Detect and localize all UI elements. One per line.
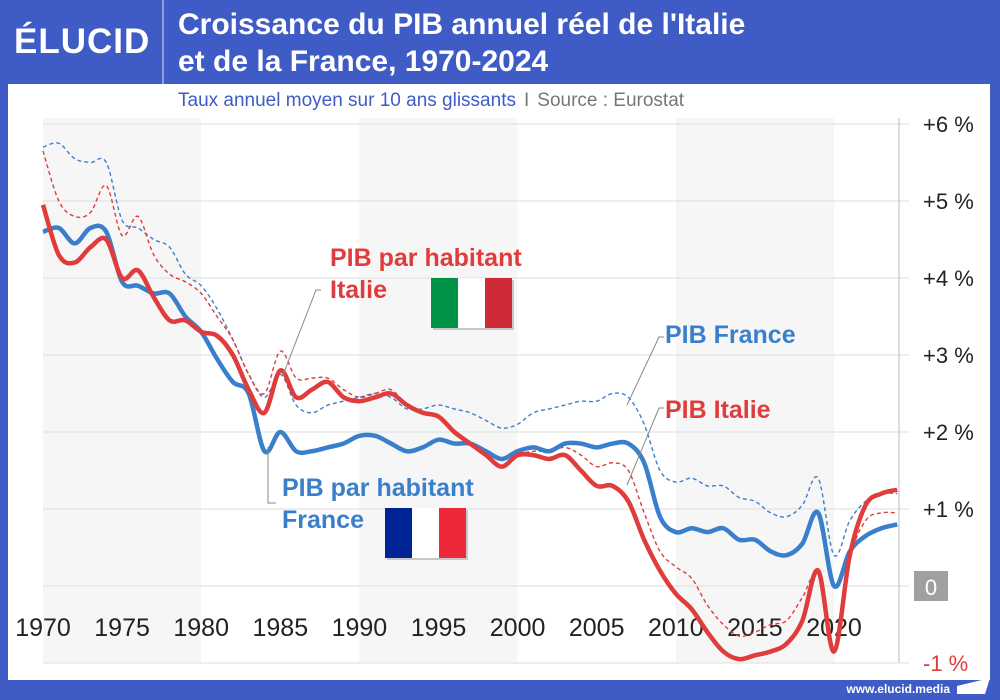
x-tick-label: 2000	[490, 614, 546, 642]
x-tick-label: 2005	[569, 614, 625, 642]
y-tick-label: +4 %	[923, 266, 974, 291]
chart-title: Croissance du PIB annuel réel de l'Itali…	[178, 6, 745, 80]
series-line-pib-italie	[42, 150, 898, 653]
x-tick-label: 1990	[332, 614, 388, 642]
title-line-2: et de la France, 1970-2024	[178, 45, 549, 78]
zero-badge	[914, 571, 948, 601]
y-tick-label: -1 %	[923, 651, 968, 676]
subtitle-separator: I	[523, 90, 530, 111]
annotation-pc-france: PIB par habitant	[282, 474, 474, 502]
flag-stripe	[431, 278, 458, 328]
y-tick-label: +6 %	[923, 112, 974, 137]
header: ÉLUCID Croissance du PIB annuel réel de …	[0, 0, 1000, 84]
x-tick-label: 1970	[15, 614, 71, 642]
y-tick-label: +5 %	[923, 189, 974, 214]
annotation-leader-line	[267, 447, 276, 504]
shaded-decade	[43, 118, 202, 663]
x-tick-label: 1995	[411, 614, 467, 642]
subtitle-text: Taux annuel moyen sur 10 ans glissants	[178, 90, 516, 111]
annotation-pc-france: France	[282, 506, 364, 534]
flag-stripe	[485, 278, 512, 328]
annotation-leader-line	[626, 336, 664, 406]
france-flag	[385, 508, 468, 560]
annotation-pc-italie: PIB par habitant	[330, 244, 522, 272]
x-tick-label: 2020	[806, 614, 862, 642]
x-tick-label: 2015	[727, 614, 783, 642]
x-tick-label: 2010	[648, 614, 704, 642]
annotation-leader-line	[282, 289, 321, 376]
flag-stripe	[439, 508, 466, 558]
elucid-logo: ÉLUCID	[14, 22, 151, 61]
flag-stripe	[458, 278, 485, 328]
x-tick-label: 1975	[94, 614, 150, 642]
annotation-pc-italie: Italie	[330, 276, 387, 304]
y-tick-label: +2 %	[923, 420, 974, 445]
x-tick-label: 1985	[252, 614, 308, 642]
title-line-1: Croissance du PIB annuel réel de l'Itali…	[178, 8, 746, 41]
chart-subtitle: Taux annuel moyen sur 10 ans glissants I S…	[178, 90, 684, 112]
flag-stripe	[412, 508, 439, 558]
annotation-pib-france: PIB France	[665, 321, 796, 349]
shaded-decade	[359, 118, 518, 663]
y-tick-label: +1 %	[923, 497, 974, 522]
source-text: Source : Eurostat	[537, 90, 685, 111]
series-line-pib-par-habitant-italie	[40, 204, 898, 662]
footer-url[interactable]: www.elucid.media	[846, 682, 950, 696]
header-divider	[162, 0, 164, 84]
x-tick-label: 1980	[173, 614, 229, 642]
annotation-leader-line	[626, 407, 664, 486]
italy-flag	[431, 278, 514, 330]
annotation-pib-italie: PIB Italie	[665, 396, 771, 424]
y-tick-label: 0	[925, 575, 937, 600]
shaded-decade	[675, 118, 834, 663]
flag-stripe	[385, 508, 412, 558]
y-tick-label: +3 %	[923, 343, 974, 368]
